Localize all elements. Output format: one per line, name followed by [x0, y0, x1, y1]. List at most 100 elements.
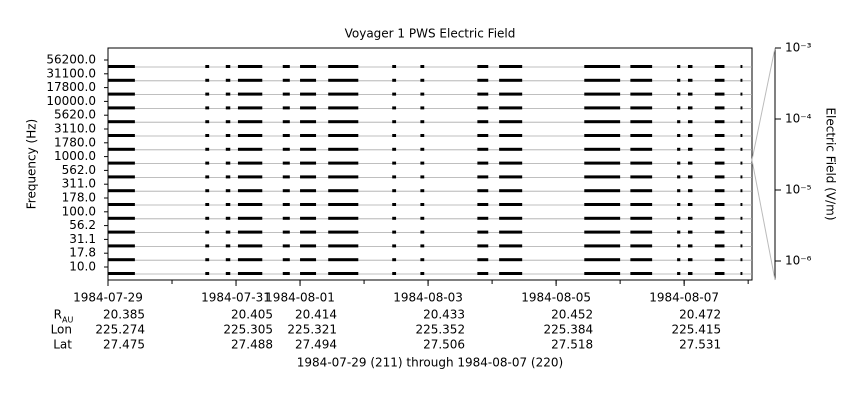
coverage-segment: [392, 272, 397, 275]
ephemeris-value: 27.531: [679, 338, 721, 352]
coverage-segment: [420, 244, 425, 248]
coverage-segment: [714, 120, 725, 124]
coverage-segment: [328, 230, 359, 234]
coverage-segment: [205, 189, 210, 193]
coverage-segment: [225, 258, 231, 262]
coverage-segment: [677, 203, 681, 206]
coverage-segment: [328, 106, 359, 110]
coverage-segment: [392, 120, 397, 124]
coverage-segment: [740, 216, 743, 220]
coverage-segment: [392, 230, 397, 234]
coverage-segment: [584, 161, 621, 165]
coverage-segment: [205, 175, 210, 179]
coverage-segment: [420, 134, 425, 137]
coverage-segment: [108, 203, 135, 206]
ephemeris-value: 20.414: [295, 308, 337, 322]
coverage-segment: [205, 92, 210, 96]
coverage-segment: [714, 216, 725, 220]
coverage-segment: [282, 244, 290, 248]
coverage-segment: [677, 258, 681, 262]
coverage-segment: [677, 175, 681, 179]
coverage-segment: [108, 120, 135, 124]
coverage-segment: [687, 92, 693, 96]
coverage-segment: [237, 216, 263, 220]
coverage-segment: [740, 189, 743, 193]
coverage-segment: [499, 216, 523, 220]
coverage-segment: [677, 189, 681, 193]
coverage-segment: [392, 147, 397, 151]
coverage-segment: [328, 244, 359, 248]
coverage-segment: [225, 203, 231, 206]
coverage-segment: [714, 244, 725, 248]
coverage-segment: [108, 244, 135, 248]
coverage-segment: [584, 92, 621, 96]
coverage-segment: [282, 272, 290, 275]
coverage-segment: [300, 106, 317, 110]
coverage-segment: [477, 244, 489, 248]
coverage-segment: [477, 216, 489, 220]
coverage-segment: [392, 106, 397, 110]
coverage-segment: [584, 147, 621, 151]
coverage-segment: [499, 92, 523, 96]
coverage-segment: [499, 203, 523, 206]
coverage-segment: [630, 92, 653, 96]
x-tick-label: 1984-08-01: [265, 291, 335, 305]
coverage-segment: [499, 189, 523, 193]
coverage-segment: [584, 189, 621, 193]
coverage-segment: [328, 272, 359, 275]
coverage-segment: [740, 147, 743, 151]
coverage-segment: [300, 147, 317, 151]
coverage-segment: [237, 147, 263, 151]
coverage-segment: [630, 161, 653, 165]
coverage-segment: [108, 216, 135, 220]
coverage-segment: [108, 161, 135, 165]
coverage-segment: [714, 203, 725, 206]
coverage-segment: [687, 65, 693, 68]
coverage-segment: [630, 230, 653, 234]
ephemeris-value: 27.488: [231, 338, 273, 352]
coverage-segment: [420, 216, 425, 220]
coverage-segment: [584, 203, 621, 206]
coverage-segment: [630, 120, 653, 124]
coverage-segment: [420, 175, 425, 179]
ephemeris-value: 27.506: [423, 338, 465, 352]
coverage-segment: [584, 134, 621, 137]
coverage-segment: [328, 189, 359, 193]
coverage-segment: [499, 244, 523, 248]
coverage-segment: [630, 244, 653, 248]
coverage-segment: [205, 161, 210, 165]
y2-tick-label: 10⁻⁶: [785, 253, 812, 267]
y-tick-label: 31100.0: [46, 66, 96, 80]
coverage-segment: [740, 92, 743, 96]
coverage-segment: [477, 175, 489, 179]
coverage-segment: [108, 147, 135, 151]
coverage-segment: [392, 161, 397, 165]
coverage-segment: [108, 175, 135, 179]
coverage-segment: [392, 92, 397, 96]
y-tick-label: 5620.0: [54, 108, 96, 122]
coverage-segment: [499, 161, 523, 165]
coverage-segment: [225, 189, 231, 193]
coverage-segment: [420, 78, 425, 82]
coverage-segment: [108, 92, 135, 96]
coverage-segment: [687, 189, 693, 193]
coverage-segment: [420, 189, 425, 193]
y-tick-label: 562.0: [62, 163, 96, 177]
coverage-segment: [282, 258, 290, 262]
ephemeris-value: 225.274: [95, 323, 145, 337]
coverage-segment: [328, 65, 359, 68]
ephemeris-value: 225.305: [223, 323, 273, 337]
ephemeris-value: 20.385: [103, 308, 145, 322]
coverage-segment: [328, 147, 359, 151]
coverage-segment: [300, 161, 317, 165]
coverage-segment: [740, 65, 743, 68]
coverage-segment: [282, 230, 290, 234]
coverage-segment: [108, 65, 135, 68]
coverage-segment: [282, 120, 290, 124]
coverage-segment: [225, 92, 231, 96]
coverage-segment: [300, 216, 317, 220]
coverage-segment: [630, 216, 653, 220]
ephemeris-label: R: [54, 308, 62, 322]
coverage-segment: [108, 78, 135, 82]
coverage-segment: [477, 161, 489, 165]
